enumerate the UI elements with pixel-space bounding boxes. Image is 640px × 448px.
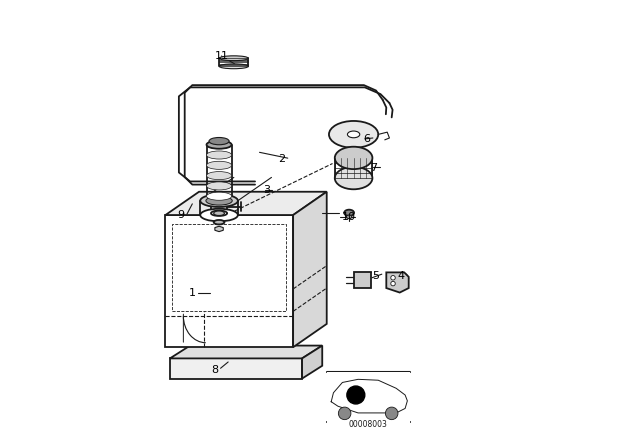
Text: 10: 10 — [342, 212, 356, 222]
Circle shape — [385, 407, 398, 420]
Ellipse shape — [344, 210, 354, 216]
Polygon shape — [387, 272, 409, 293]
Ellipse shape — [329, 121, 378, 148]
Ellipse shape — [211, 211, 227, 216]
Ellipse shape — [219, 56, 248, 60]
Polygon shape — [215, 226, 223, 232]
Ellipse shape — [207, 141, 232, 149]
Ellipse shape — [335, 147, 372, 169]
Ellipse shape — [209, 138, 229, 145]
Polygon shape — [293, 192, 326, 347]
Text: 2: 2 — [278, 154, 285, 164]
Polygon shape — [170, 358, 302, 379]
Bar — [355, 272, 371, 288]
Text: 3: 3 — [263, 185, 269, 195]
Text: 1: 1 — [189, 289, 196, 298]
Text: 4: 4 — [397, 271, 404, 280]
Circle shape — [391, 276, 396, 280]
Text: 8: 8 — [211, 365, 218, 375]
Text: 7: 7 — [370, 163, 378, 173]
Ellipse shape — [206, 196, 232, 205]
Circle shape — [391, 281, 396, 286]
Text: 9: 9 — [177, 210, 185, 220]
Circle shape — [347, 386, 365, 404]
Ellipse shape — [207, 192, 232, 200]
Ellipse shape — [348, 131, 360, 138]
Ellipse shape — [207, 141, 232, 149]
Ellipse shape — [346, 215, 352, 219]
Text: 00008003: 00008003 — [349, 420, 388, 429]
Ellipse shape — [214, 220, 225, 224]
Ellipse shape — [200, 194, 238, 207]
Text: 6: 6 — [364, 134, 371, 144]
Ellipse shape — [200, 209, 238, 221]
Polygon shape — [302, 345, 323, 379]
Ellipse shape — [207, 151, 232, 159]
Text: 5: 5 — [372, 271, 380, 280]
Ellipse shape — [219, 64, 248, 69]
Polygon shape — [170, 345, 323, 358]
Ellipse shape — [207, 182, 232, 190]
Circle shape — [339, 407, 351, 420]
Polygon shape — [165, 192, 326, 215]
Ellipse shape — [214, 211, 225, 215]
Ellipse shape — [207, 172, 232, 180]
Polygon shape — [165, 215, 293, 347]
Ellipse shape — [207, 161, 232, 169]
Text: 11: 11 — [214, 51, 228, 61]
Bar — [327, 372, 410, 432]
Ellipse shape — [335, 167, 372, 189]
